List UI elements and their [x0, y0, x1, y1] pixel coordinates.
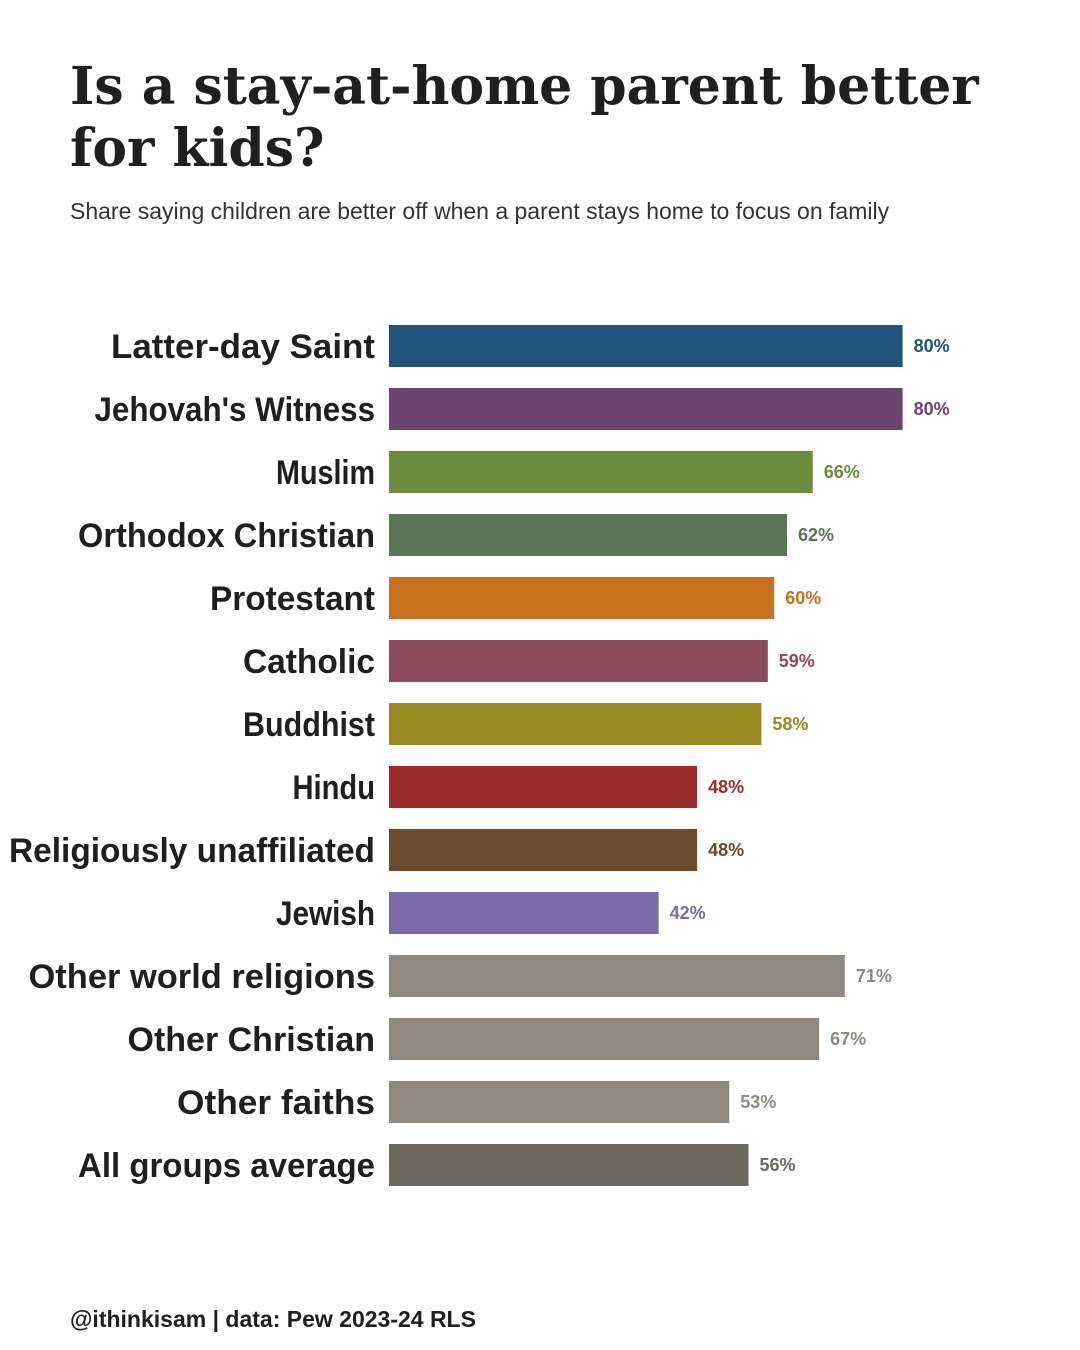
bar [389, 514, 788, 556]
bar [389, 1081, 730, 1123]
category-label: Buddhist [243, 706, 375, 744]
category-label: Muslim [276, 454, 375, 492]
bar [389, 577, 775, 619]
value-label: 66% [824, 462, 860, 482]
value-label: 60% [785, 588, 821, 608]
bar [389, 703, 762, 745]
category-label: Other world religions [29, 958, 376, 996]
value-label: 80% [914, 399, 950, 419]
value-label: 59% [779, 651, 815, 671]
category-label: Jehovah's Witness [95, 391, 376, 429]
value-label: 80% [914, 336, 950, 356]
source-caption: @ithinkisam | data: Pew 2023-24 RLS [70, 1306, 476, 1332]
bar [389, 451, 813, 493]
chart-subtitle: Share saying children are better off whe… [70, 198, 890, 224]
bar [389, 1144, 749, 1186]
value-label: 56% [760, 1155, 796, 1175]
value-label: 58% [772, 714, 808, 734]
bar [389, 1018, 820, 1060]
bar [389, 955, 845, 997]
category-label: All groups average [78, 1147, 375, 1185]
bar-chart: Latter-day Saint 80% Jehovah's Witness 80% M… [9, 325, 950, 1186]
category-label: Other faiths [177, 1084, 375, 1122]
category-label: Hindu [293, 769, 376, 807]
category-label: Protestant [210, 580, 375, 618]
category-label: Latter-day Saint [111, 328, 375, 366]
chart-title: Is a stay-at-home parent better for kids… [70, 56, 979, 179]
bar [389, 640, 768, 682]
value-label: 48% [708, 840, 744, 860]
value-label: 62% [798, 525, 834, 545]
bar [389, 766, 698, 808]
category-label: Religiously unaffiliated [9, 832, 375, 870]
value-label: 42% [670, 903, 706, 923]
bar [389, 388, 903, 430]
value-label: 71% [856, 966, 892, 986]
value-label: 67% [830, 1029, 866, 1049]
value-label: 53% [740, 1092, 776, 1112]
category-label: Orthodox Christian [78, 517, 375, 555]
category-label: Catholic [243, 643, 375, 681]
category-label: Other Christian [128, 1021, 376, 1059]
bar [389, 325, 903, 367]
category-label: Jewish [276, 895, 375, 933]
value-label: 48% [708, 777, 744, 797]
bar [389, 892, 659, 934]
bar [389, 829, 698, 871]
